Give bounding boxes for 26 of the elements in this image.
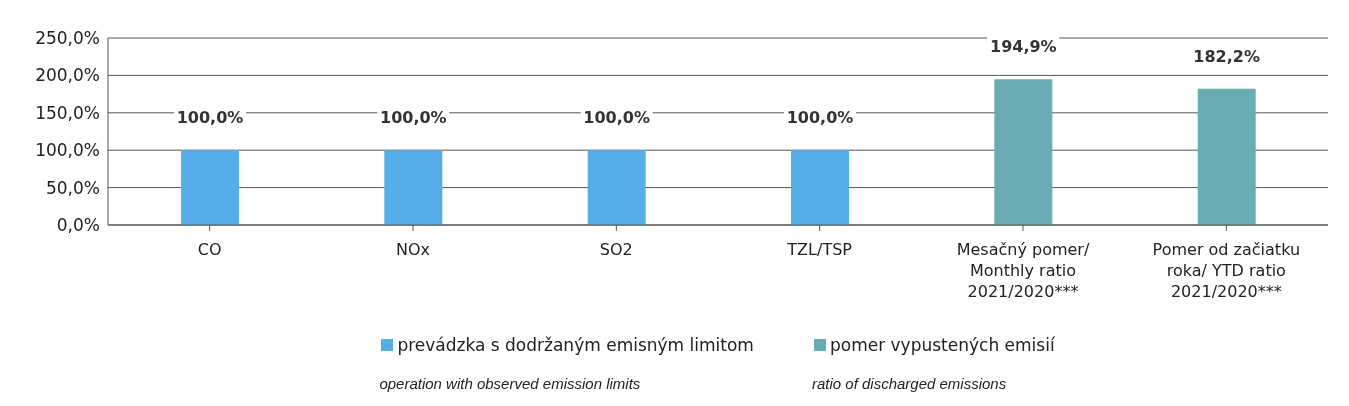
bar — [1197, 88, 1256, 225]
data-label: 194,9% — [990, 37, 1057, 57]
x-tick-label: SO2 — [599, 240, 633, 259]
legend-label: prevádzka s dodržaným emisným limitom operation with observed emission limits — [379, 335, 754, 392]
x-tick-label: NOx — [395, 240, 431, 259]
bar — [384, 150, 443, 225]
bar — [587, 150, 646, 225]
y-tick-label: 100,0% — [35, 140, 100, 161]
data-label: 100,0% — [380, 108, 447, 128]
data-label: 100,0% — [583, 108, 650, 128]
x-tick-label: Pomer od začiatku roka/ YTD ratio 2021/2020*** — [1152, 240, 1301, 301]
data-label: 100,0% — [176, 108, 244, 128]
x-tick-label: CO — [197, 240, 222, 259]
legend-label: pomer vypustených emisií ratio of discharged emissions — [811, 335, 1055, 392]
data-label: 100,0% — [786, 108, 854, 128]
y-tick-label: 150,0% — [35, 102, 100, 123]
bar — [994, 79, 1053, 225]
x-tick-label: Mesačný pomer/ Monthly ratio 2021/2020*** — [956, 240, 1090, 301]
bar — [181, 150, 239, 225]
y-tick-label: 250,0% — [35, 28, 100, 49]
y-tick-label: 200,0% — [35, 65, 100, 86]
y-tick-label: 50,0% — [45, 177, 100, 198]
data-label: 182,2% — [1193, 46, 1260, 66]
x-tick-label: TZL/TSP — [786, 240, 853, 259]
bar — [791, 150, 849, 225]
y-tick-label: 0,0% — [56, 215, 100, 236]
